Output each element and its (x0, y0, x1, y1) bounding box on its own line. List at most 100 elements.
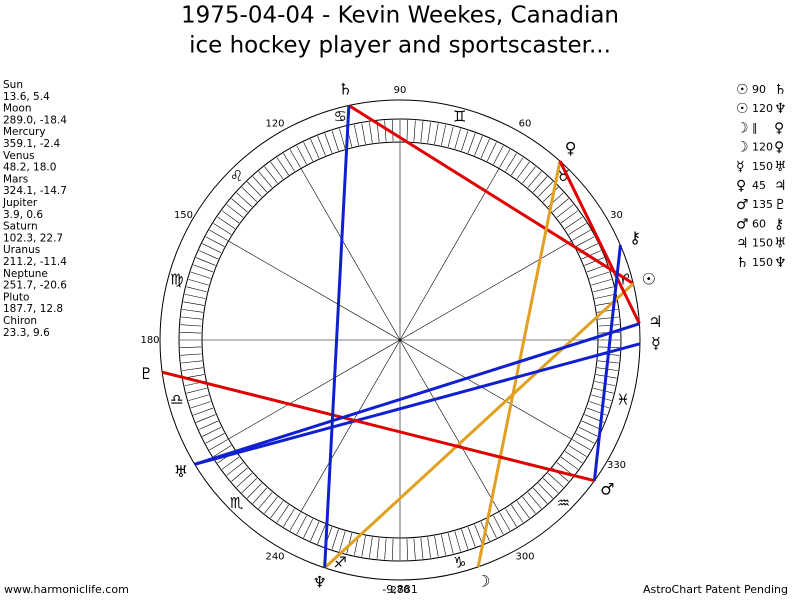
planet-name: Venus (3, 150, 35, 162)
degree-hatch (236, 192, 253, 208)
degree-hatch (434, 123, 439, 145)
degree-hatch (193, 264, 214, 273)
degree-hatch (441, 534, 447, 556)
degree-hatch (434, 535, 439, 557)
degree-hatch (331, 130, 339, 151)
title-line: 1975-04-04 - Kevin Weekes, Canadian (181, 3, 619, 29)
degree-hatch (493, 515, 504, 535)
aspect-value: ∥ (752, 121, 758, 134)
spoke (300, 168, 401, 341)
aspect-value: 150 (752, 237, 773, 250)
aspect-value: 135 (752, 198, 773, 211)
planet-glyph: ☉ (642, 269, 656, 288)
aspect-from: ☉ (736, 101, 749, 117)
degree-label: 150 (174, 210, 193, 221)
aspect-value: 90 (752, 83, 766, 96)
planet-glyph: ⚷ (629, 228, 641, 247)
degree-hatch (310, 138, 320, 159)
aspect-to: ♇ (774, 197, 787, 213)
degree-hatch (303, 518, 314, 538)
planet-glyph: ♂ (600, 480, 614, 499)
planet-glyph: ♆ (312, 573, 326, 592)
ring (178, 118, 622, 562)
degree-hatch (447, 533, 454, 554)
degree-hatch (217, 216, 236, 229)
degree-hatch (511, 504, 524, 523)
degree-hatch (547, 472, 564, 488)
degree-hatch (586, 407, 607, 416)
planet-glyph: ♃ (648, 312, 662, 331)
degree-hatch (184, 293, 206, 299)
aspect-from: ♀ (736, 178, 746, 194)
degree-hatch (461, 130, 469, 151)
planet-position: 23.3, 9.6 (3, 327, 50, 339)
degree-hatch (180, 324, 202, 327)
degree-hatch (303, 142, 314, 162)
aspect-value: 120 (752, 102, 773, 115)
degree-hatch (461, 529, 469, 550)
aspect-line (323, 105, 351, 568)
aspect-line (323, 282, 635, 569)
degree-hatch (384, 120, 387, 142)
degree-hatch (369, 537, 373, 558)
degree-hatch (198, 250, 219, 260)
spoke (399, 168, 500, 341)
degree-hatch (182, 367, 203, 371)
zodiac-sign: ♑ (453, 554, 466, 572)
degree-hatch (474, 135, 483, 156)
degree-hatch (276, 157, 289, 176)
degree-hatch (231, 198, 248, 213)
zodiac-sign: ♊ (453, 107, 466, 125)
degree-hatch (532, 176, 548, 193)
degree-hatch (213, 445, 232, 457)
degree-label: 90 (394, 85, 407, 96)
degree-hatch (339, 128, 346, 149)
degree-hatch (575, 236, 595, 247)
degree-hatch (584, 257, 605, 266)
planet-name: Jupiter (2, 197, 38, 209)
degree-hatch (236, 472, 253, 488)
aspect-from: ☽ (736, 120, 749, 136)
planet-glyph: ☿ (651, 334, 661, 353)
degree-label: 300 (515, 552, 534, 563)
degree-hatch (226, 462, 244, 476)
planet-position: 102.3, 22.7 (3, 232, 63, 244)
zodiac-sign: ♍ (170, 271, 183, 289)
degree-hatch (420, 121, 424, 143)
planet-position: 187.7, 12.8 (3, 303, 63, 315)
degree-hatch (202, 426, 222, 437)
degree-hatch (552, 198, 569, 213)
degree-hatch (182, 309, 203, 313)
aspect-to: ♄ (774, 82, 787, 98)
degree-hatch (486, 142, 497, 162)
degree-hatch (542, 478, 559, 494)
planet-name: Saturn (3, 221, 38, 233)
aspect-value: 150 (752, 256, 773, 269)
degree-hatch (467, 133, 476, 154)
degree-hatch (246, 482, 262, 499)
degree-hatch (246, 181, 262, 198)
degree-hatch (252, 176, 268, 193)
aspect-line (476, 160, 562, 568)
degree-hatch (568, 223, 587, 235)
degree-hatch (361, 123, 366, 145)
degree-hatch (317, 135, 326, 156)
zodiac-sign: ♋ (333, 107, 346, 125)
spoke (399, 339, 572, 440)
degree-hatch (258, 171, 273, 188)
degree-hatch (511, 157, 524, 176)
planet-glyph: ☽ (476, 572, 490, 591)
planet-name: Mercury (3, 126, 46, 138)
aspect-to: ♅ (774, 236, 787, 252)
degree-hatch (493, 145, 504, 165)
degree-hatch (317, 524, 326, 545)
degree-hatch (597, 316, 619, 320)
degree-hatch (180, 353, 202, 356)
aspect-line (194, 322, 640, 466)
aspect-from: ♄ (736, 255, 749, 271)
degree-hatch (226, 204, 244, 218)
degree-hatch (560, 210, 579, 224)
degree-hatch (181, 360, 203, 364)
spoke (399, 240, 572, 341)
degree-hatch (183, 301, 205, 306)
